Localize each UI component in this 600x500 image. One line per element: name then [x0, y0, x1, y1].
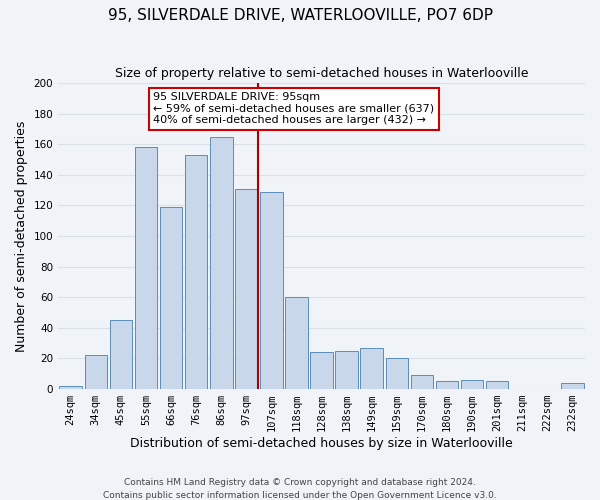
Bar — [461, 380, 484, 389]
Y-axis label: Number of semi-detached properties: Number of semi-detached properties — [15, 120, 28, 352]
Bar — [160, 207, 182, 389]
Bar — [59, 386, 82, 389]
Bar — [335, 351, 358, 389]
Bar — [310, 352, 333, 389]
Text: Contains HM Land Registry data © Crown copyright and database right 2024.
Contai: Contains HM Land Registry data © Crown c… — [103, 478, 497, 500]
Bar — [561, 383, 584, 389]
X-axis label: Distribution of semi-detached houses by size in Waterlooville: Distribution of semi-detached houses by … — [130, 437, 513, 450]
Bar — [85, 356, 107, 389]
Bar — [410, 376, 433, 389]
Text: 95 SILVERDALE DRIVE: 95sqm
← 59% of semi-detached houses are smaller (637)
40% o: 95 SILVERDALE DRIVE: 95sqm ← 59% of semi… — [153, 92, 434, 126]
Bar — [260, 192, 283, 389]
Bar — [386, 358, 408, 389]
Title: Size of property relative to semi-detached houses in Waterlooville: Size of property relative to semi-detach… — [115, 68, 529, 80]
Bar — [486, 382, 508, 389]
Bar — [361, 348, 383, 389]
Bar — [235, 188, 257, 389]
Bar — [436, 382, 458, 389]
Bar — [110, 320, 132, 389]
Bar — [285, 298, 308, 389]
Bar — [134, 148, 157, 389]
Bar — [210, 136, 233, 389]
Text: 95, SILVERDALE DRIVE, WATERLOOVILLE, PO7 6DP: 95, SILVERDALE DRIVE, WATERLOOVILLE, PO7… — [107, 8, 493, 22]
Bar — [185, 155, 208, 389]
